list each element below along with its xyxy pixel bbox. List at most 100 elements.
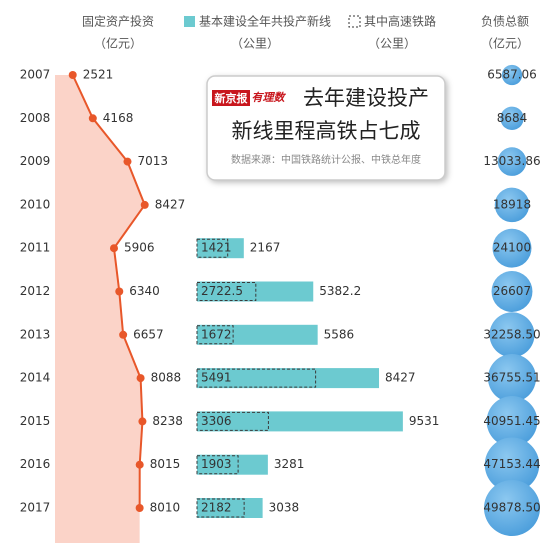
- data-label: 6657: [133, 327, 164, 341]
- title-line: 新线里程高铁占七成: [232, 119, 421, 143]
- data-label: 6340: [129, 284, 160, 298]
- data-label: 1672: [201, 327, 232, 341]
- data-label: 8684: [497, 111, 528, 125]
- legend-unit: （公里）: [368, 37, 416, 51]
- bar: [197, 324, 318, 345]
- bubble: [486, 396, 538, 447]
- line-point: [123, 157, 132, 166]
- bar: [197, 368, 380, 389]
- bar-outline: [196, 411, 269, 431]
- data-label: 13033.86: [483, 154, 540, 168]
- bubble: [494, 187, 530, 223]
- data-label: 2722.5: [201, 284, 243, 298]
- line-point: [88, 114, 97, 123]
- data-label: 5382.2: [319, 284, 361, 298]
- y-category-label: 2008: [20, 111, 51, 125]
- y-category-label: 2013: [20, 327, 51, 341]
- data-label: 2167: [250, 241, 281, 255]
- line-point: [109, 244, 118, 253]
- data-label: 40951.45: [483, 414, 540, 428]
- legend-label: 其中高速铁路: [364, 14, 436, 29]
- bubble: [501, 64, 523, 86]
- line-point: [119, 330, 128, 339]
- mark-layer: 2521 4168 7013 8427 5906 6340 6657 8088 8238 8015…: [68, 64, 541, 537]
- bar-outline: [196, 498, 245, 518]
- title-panel: [206, 75, 446, 181]
- data-label: 1903: [201, 457, 232, 471]
- y-category-label: 2007: [20, 68, 51, 82]
- bubble: [483, 479, 541, 537]
- line-point: [138, 417, 147, 426]
- source: 数据来源：中国铁路统计公报、中铁总年度: [231, 153, 421, 166]
- line-point: [135, 460, 144, 469]
- legend-unit: （公里）: [231, 37, 279, 51]
- title-line: 去年建设投产: [303, 86, 429, 110]
- data-label: 32258.50: [483, 327, 540, 341]
- legend-swatch: [184, 16, 195, 27]
- data-label: 1421: [201, 241, 232, 255]
- area-layer: [55, 75, 145, 543]
- header-unit: （亿元）: [94, 36, 142, 51]
- bubble: [491, 271, 533, 312]
- bubble: [484, 437, 540, 492]
- line-point: [135, 504, 144, 512]
- data-label: 2521: [83, 68, 114, 82]
- line-area: [55, 75, 145, 543]
- data-label: 7013: [137, 154, 168, 168]
- bar-outline: [196, 282, 257, 301]
- data-label: 8015: [150, 457, 181, 471]
- line-point: [115, 287, 124, 296]
- bar: [197, 498, 263, 518]
- data-label: 3038: [269, 501, 300, 515]
- bubble: [492, 228, 532, 268]
- header-unit: （亿元）: [481, 36, 529, 51]
- data-label: 24100: [493, 241, 531, 255]
- bubble: [489, 312, 535, 358]
- y-category-label: 2011: [20, 241, 51, 255]
- y-category-label: 2009: [20, 154, 51, 168]
- data-label: 8427: [385, 371, 416, 385]
- data-label: 5906: [124, 241, 155, 255]
- data-label: 8088: [151, 371, 182, 385]
- bar-outline: [196, 238, 229, 258]
- header: 负债总额: [481, 15, 529, 29]
- data-label: 4168: [103, 111, 134, 125]
- y-category-label: 2016: [20, 457, 51, 471]
- logo-brand: 新京报: [215, 91, 249, 105]
- title-box: 新京报 有理数 去年建设投产 新线里程高铁占七成 数据来源：中国铁路统计公报、中…: [206, 75, 446, 181]
- data-label: 5586: [324, 327, 355, 341]
- y-category-label: 2012: [20, 284, 51, 298]
- line-point: [68, 71, 77, 79]
- bar: [197, 411, 403, 432]
- data-label: 26607: [493, 284, 531, 298]
- data-label: 5491: [201, 371, 232, 385]
- bar: [197, 238, 244, 259]
- logo-column: 有理数: [252, 91, 287, 104]
- data-label: 8427: [155, 197, 186, 211]
- data-label: 3281: [274, 457, 305, 471]
- bubble: [487, 354, 537, 403]
- bubble: [500, 106, 524, 130]
- line-point: [136, 374, 145, 383]
- bar-outline: [196, 325, 234, 345]
- data-label: 6587.06: [487, 68, 537, 82]
- bar-outline: [196, 368, 317, 388]
- data-label: 49878.50: [483, 501, 540, 515]
- legend-label: 基本建设全年共投产新线: [199, 14, 331, 29]
- legend-swatch: [348, 15, 361, 28]
- y-category-label: 2015: [20, 414, 51, 428]
- y-category-label: 2010: [20, 197, 51, 211]
- logo-bg: [212, 90, 250, 106]
- bar: [197, 281, 314, 302]
- data-label: 18918: [493, 197, 531, 211]
- bar-outline: [196, 455, 239, 475]
- data-label: 3306: [201, 414, 232, 428]
- data-label: 2182: [201, 501, 232, 515]
- y-category-label: 2017: [20, 501, 51, 515]
- y-category-label: 2014: [20, 371, 51, 385]
- data-label: 8238: [152, 414, 183, 428]
- bar: [197, 454, 268, 475]
- header: 固定资产投资: [82, 14, 154, 29]
- line-point: [140, 200, 149, 209]
